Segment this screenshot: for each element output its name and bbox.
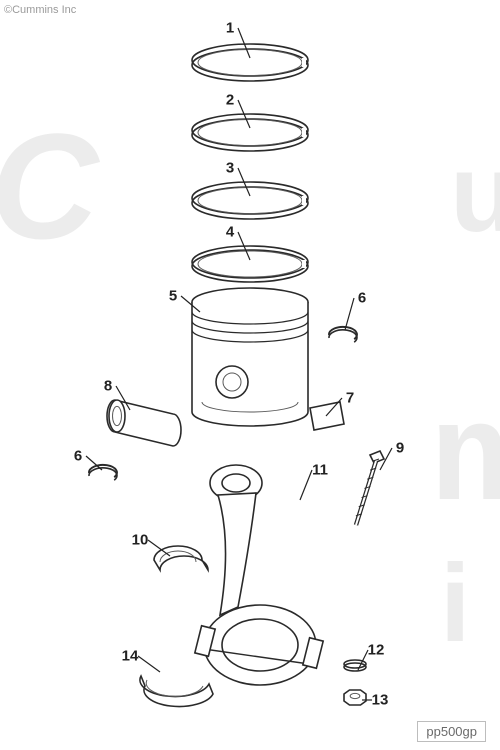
callout-number: 5 <box>169 288 177 305</box>
snap-ring-right <box>329 327 357 342</box>
rod-bearing-shell <box>140 676 213 706</box>
callout-number: 6 <box>74 448 82 465</box>
callout-number: 11 <box>312 462 328 479</box>
callout-number: 10 <box>132 532 149 549</box>
exploded-diagram <box>0 0 500 750</box>
callout-number: 13 <box>372 692 389 709</box>
callout-number: 7 <box>346 390 354 407</box>
ring-4-expander <box>192 246 308 282</box>
piston <box>192 288 308 426</box>
leader-line <box>86 456 102 470</box>
ring-1-top-compression <box>192 44 308 81</box>
callout-number: 1 <box>226 20 234 37</box>
callout-number: 3 <box>226 160 234 177</box>
leader-line <box>138 656 160 672</box>
ring-3-oil-control <box>192 182 308 219</box>
drawing-id-label: pp500gp <box>417 721 486 742</box>
ring-2-second-compression <box>192 114 308 151</box>
leader-line <box>345 298 354 330</box>
rod-bolt <box>356 451 384 525</box>
insert-plate <box>310 402 344 430</box>
callout-number: 8 <box>104 378 112 395</box>
callout-number: 9 <box>396 440 404 457</box>
connecting-rod <box>195 465 323 685</box>
callout-number: 12 <box>368 642 385 659</box>
snap-ring-left <box>89 465 117 480</box>
callout-number: 14 <box>122 648 139 665</box>
callout-number: 2 <box>226 92 234 109</box>
leader-line <box>300 470 312 500</box>
rod-nut <box>344 690 366 705</box>
piston-pin <box>107 400 181 446</box>
leader-line <box>238 28 250 58</box>
callout-number: 6 <box>358 290 366 307</box>
callout-number: 4 <box>226 224 234 241</box>
